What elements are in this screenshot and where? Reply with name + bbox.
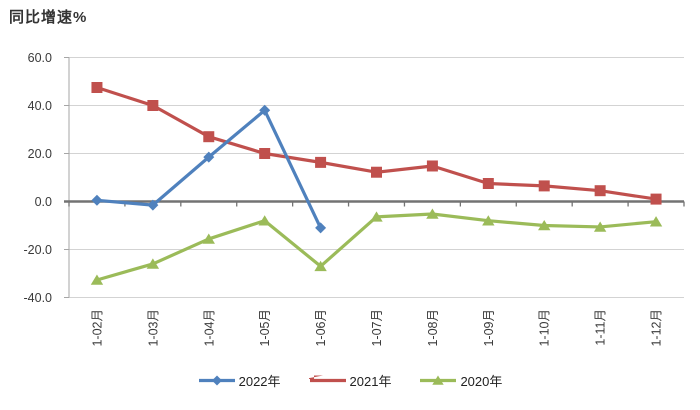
- y-axis-tick-label: 0.0: [35, 195, 52, 209]
- data-point-square-icon: [203, 131, 215, 143]
- data-point-square-icon: [538, 180, 550, 192]
- data-point-square-icon: [91, 82, 103, 93]
- data-point-triangle-icon: [314, 260, 327, 272]
- series-line-2020年: [96, 212, 657, 282]
- line-chart: 60.0 40.0 20.0 0.0 -20.0 -40.0 1-02月 1-03月 1-04月…: [24, 51, 685, 347]
- x-axis-tick-label: 1-03月: [146, 309, 160, 347]
- legend-marker-diamond-icon: [198, 374, 236, 387]
- y-axis-tick-label: 60.0: [28, 51, 52, 65]
- x-axis-tick-label: 1-10月: [538, 309, 552, 347]
- x-axis-tick-label: 1-08月: [426, 309, 440, 347]
- data-point-square-icon: [594, 185, 606, 197]
- data-point-diamond-icon: [147, 199, 159, 211]
- x-axis-tick-label: 1-02月: [90, 309, 104, 347]
- data-point-triangle-icon: [649, 216, 663, 227]
- data-point-triangle-icon: [482, 215, 495, 226]
- x-axis-tick-label: 1-09月: [482, 309, 496, 347]
- chart-legend: 2022年 2021年 2020年: [0, 371, 700, 390]
- legend-label-2022: 2022年: [238, 374, 281, 389]
- x-axis-tick-label: 1-07月: [370, 309, 384, 347]
- legend-marker-square-icon: [303, 374, 347, 387]
- data-point-diamond-icon: [91, 194, 103, 206]
- data-point-square-icon: [259, 148, 271, 159]
- data-point-triangle-icon: [90, 274, 104, 285]
- chart-title: 同比增速%: [9, 9, 88, 26]
- x-axis-tick-label: 1-05月: [258, 309, 272, 347]
- data-point-diamond-icon: [315, 222, 327, 234]
- legend-item-2022: 2022年: [198, 371, 281, 390]
- data-point-triangle-icon: [426, 208, 439, 219]
- data-point-square-icon: [482, 178, 494, 189]
- y-axis-tick-label: 20.0: [28, 147, 52, 161]
- series-line-2022年: [96, 108, 323, 229]
- data-point-square-icon: [650, 193, 662, 205]
- legend-label-2021: 2021年: [349, 374, 392, 389]
- legend-item-2021: 2021年: [303, 371, 392, 390]
- data-point-triangle-icon: [370, 211, 383, 222]
- data-point-square-icon: [371, 166, 382, 178]
- data-point-diamond-icon: [259, 104, 271, 116]
- data-point-triangle-icon: [593, 221, 607, 232]
- data-point-triangle-icon: [258, 215, 271, 226]
- y-axis-tick-label: 40.0: [28, 99, 52, 113]
- legend-item-2020: 2020年: [419, 371, 502, 390]
- x-axis-tick-label: 1-12月: [650, 309, 664, 347]
- legend-label-2020: 2020年: [460, 374, 503, 389]
- x-axis-tick-label: 1-11月: [594, 309, 608, 346]
- data-point-diamond-icon: [203, 151, 215, 163]
- x-axis-tick-label: 1-06月: [314, 309, 328, 347]
- data-point-square-icon: [315, 156, 327, 168]
- legend-marker-triangle-icon: [419, 374, 457, 387]
- data-point-square-icon: [147, 100, 159, 111]
- data-point-triangle-icon: [202, 233, 215, 244]
- data-point-triangle-icon: [538, 220, 551, 231]
- data-point-square-icon: [426, 160, 438, 172]
- y-axis-tick-label: -40.0: [24, 291, 53, 305]
- x-axis-tick-label: 1-04月: [202, 309, 216, 347]
- y-axis-tick-label: -20.0: [24, 243, 53, 257]
- data-point-triangle-icon: [146, 258, 160, 269]
